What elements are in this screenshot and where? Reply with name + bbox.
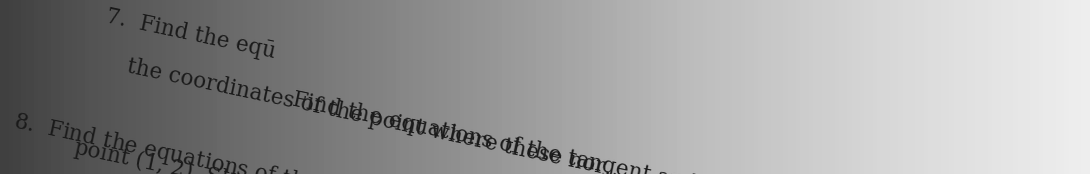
Text: Find the equations of the tangent and normal to the curve $y = \sqrt{4x - x^2 +1: Find the equations of the tangent and no… (289, 78, 1090, 174)
Text: 8.  Find the equations of the tangent and normal to the curve $y = \sqrt{4x - x^: 8. Find the equations of the tangent and… (11, 101, 921, 174)
Text: the coordinates of the point where these nor…: the coordinates of the point where these… (125, 56, 629, 174)
Text: point (1, 2). Show that the tangent is parallel to the line $6y - 3x = 1$.: point (1, 2). Show that the tangent is p… (71, 133, 803, 174)
Text: of the tangents to the curve $y = x^3 - 11x$ which are parallel to: of the tangents to the curve $y = x^3 - … (191, 167, 856, 174)
Text: 7.  Find the eqū: 7. Find the eqū (104, 5, 277, 63)
